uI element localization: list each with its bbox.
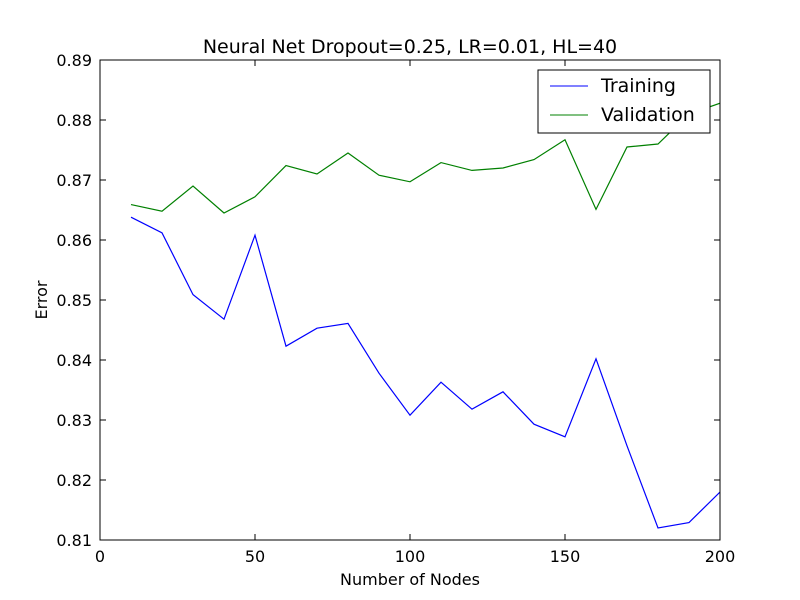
x-tick-label: 50 (245, 547, 265, 566)
y-axis-label: Error (32, 280, 51, 319)
legend-label-training: Training (600, 75, 676, 97)
ticks-layer: 0 50 100 150 200 0.81 0.82 0.83 0.84 0.85 0.86 0.87… (56, 51, 735, 566)
series-line-training (130, 216, 720, 529)
legend-label-validation: Validation (601, 104, 695, 126)
y-tick-label: 0.82 (56, 471, 92, 490)
x-tick-label: 200 (705, 547, 736, 566)
legend: Training Validation (537, 69, 711, 134)
series-layer (130, 102, 720, 529)
series-line-validation (130, 102, 720, 214)
x-tick-label: 150 (550, 547, 581, 566)
legend-box (537, 69, 711, 134)
y-tick-label: 0.86 (56, 231, 92, 250)
y-tick-label: 0.88 (56, 111, 92, 130)
chart-title: Neural Net Dropout=0.25, LR=0.01, HL=40 (203, 36, 617, 58)
x-tick-label: 100 (395, 547, 426, 566)
x-tick-label: 0 (95, 547, 105, 566)
y-tick-label: 0.84 (56, 351, 92, 370)
y-tick-label: 0.87 (56, 171, 92, 190)
plot-area (100, 60, 720, 540)
y-tick-label: 0.83 (56, 411, 92, 430)
y-tick-label: 0.85 (56, 291, 92, 310)
y-tick-label: 0.89 (56, 51, 92, 70)
x-axis-label: Number of Nodes (340, 570, 480, 589)
y-tick-label: 0.81 (56, 531, 92, 550)
